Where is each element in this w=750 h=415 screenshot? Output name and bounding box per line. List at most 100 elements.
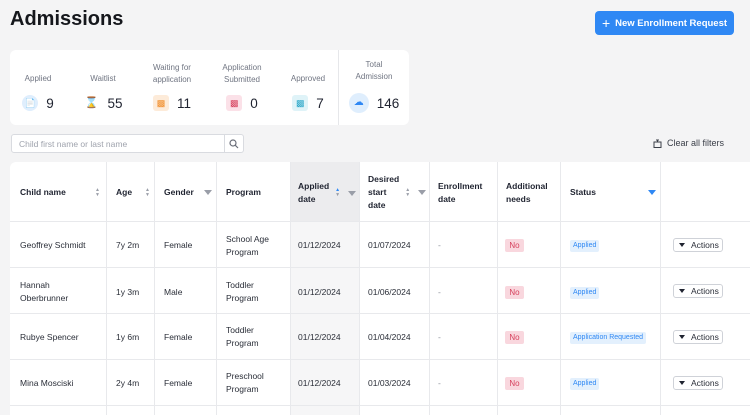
search-button[interactable] [225,134,244,153]
chevron-down-icon [679,243,685,247]
actions-button[interactable]: Actions [673,238,723,252]
age: 7y 2m [116,240,140,250]
col-header-enrollment-date[interactable]: Enrollment date [438,180,494,206]
col-header-label: Enrollment date [438,181,483,204]
col-header-label: Status [570,187,596,197]
col-header-label: Desired start date [368,174,400,210]
applied-date: 01/12/2024 [298,332,341,342]
sort-icon[interactable]: ▲ ▼ [405,186,411,198]
desired-start-date: 01/04/2024 [368,332,411,342]
actions-button[interactable]: Actions [673,376,723,390]
document-submitted-icon: ▩ [226,95,243,111]
gender: Female [164,240,193,250]
actions-label: Actions [691,332,719,342]
column-divider [660,162,661,415]
age: 1y 6m [116,332,140,342]
col-header-additional-needs[interactable]: Additional needs [506,180,550,206]
actions-button[interactable]: Actions [673,284,723,298]
stat-label: Waitlist [90,74,116,83]
stats-panel: Applied 📄 9 Waitlist ⌛ 55 Waiting for ap… [10,50,409,125]
actions-label: Actions [691,240,719,250]
child-name[interactable]: Mina Mosciski [20,378,74,388]
sort-icon[interactable]: ▲ ▼ [335,187,341,198]
col-header-program[interactable]: Program [226,186,286,199]
page-title: Admissions [10,8,124,30]
chevron-down-icon [679,335,685,339]
clear-filter-icon [653,139,662,148]
col-header-label: Applied date [298,181,330,204]
filter-icon[interactable] [648,190,656,195]
stat-label: Applied [24,74,52,83]
stat-waitlist[interactable]: Waitlist ⌛ 55 [66,50,140,125]
clear-all-filters-button[interactable]: Clear all filters [653,138,724,148]
stat-value: 55 [107,95,123,111]
column-divider [216,162,217,415]
actions-button[interactable]: Actions [673,330,723,344]
search-input[interactable]: Child first name or last name [11,134,225,153]
status-badge: Application Requested [570,332,647,344]
enrollment-date: - [438,240,441,250]
filter-icon[interactable] [418,190,427,195]
column-divider [290,162,291,415]
row-divider [10,405,750,406]
sort-icon[interactable]: ▲ ▼ [145,186,150,198]
program: Toddler Program [226,280,259,303]
status-badge: Applied [570,240,600,252]
col-header-label: Age [116,187,133,197]
col-header-desired-start-date[interactable]: Desired start date ▲ ▼ [368,173,427,212]
clear-all-filters-label: Clear all filters [667,138,725,148]
status-badge: Applied [570,287,600,299]
child-name[interactable]: Hannah Oberbrunner [20,280,69,303]
new-enrollment-request-button[interactable]: + New Enrollment Request [595,11,734,35]
plus-icon: + [601,14,611,31]
column-divider [429,162,430,415]
sort-icon[interactable]: ▲ ▼ [95,186,100,198]
col-header-label: Child name [20,187,66,197]
gender: Female [164,332,193,342]
additional-needs-badge: No [505,239,524,252]
column-divider [106,162,107,415]
col-header-label: Additional needs [506,181,548,204]
stat-label: Approved [290,74,326,83]
program: Preschool Program [226,371,264,394]
child-name[interactable]: Rubye Spencer [20,332,79,342]
enrollment-date: - [438,332,441,342]
child-name[interactable]: Geoffrey Schmidt [20,240,86,250]
actions-label: Actions [691,286,719,296]
enrollment-date: - [438,378,441,388]
additional-needs-badge: No [505,331,524,344]
filter-icon[interactable] [204,190,212,195]
stat-value: 146 [376,95,400,111]
stat-value: 9 [46,95,54,111]
stat-total-admission[interactable]: Total Admission ☁ 146 [339,50,409,125]
stats-divider [338,50,339,125]
col-header-gender[interactable]: Gender [164,186,212,199]
stat-value: 7 [316,95,324,111]
column-divider [154,162,155,415]
stat-approved[interactable]: Approved ▩ 7 [280,50,336,125]
column-divider [359,162,360,415]
stat-applied[interactable]: Applied 📄 9 [10,50,66,125]
col-header-age[interactable]: Age ▲ ▼ [116,186,150,199]
stat-value: 11 [176,95,191,111]
row-divider [10,221,750,222]
col-header-applied-date[interactable]: Applied date ▲ ▼ [298,180,357,206]
additional-needs-badge: No [505,286,524,299]
age: 2y 4m [116,378,140,388]
document-approved-icon: ▩ [292,95,309,111]
desired-start-date: 01/07/2024 [368,240,411,250]
stat-waiting-for-application[interactable]: Waiting for application ▩ 11 [140,50,204,125]
enrollment-date: - [438,287,441,297]
desired-start-date: 01/06/2024 [368,287,411,297]
stat-application-submitted[interactable]: Application Submitted ▩ 0 [210,50,274,125]
gender: Female [164,378,193,388]
cloud-icon: ☁ [348,93,369,113]
col-header-status[interactable]: Status [570,186,656,199]
status-badge: Applied [570,378,600,390]
applied-date: 01/12/2024 [298,378,341,388]
col-header-child-name[interactable]: Child name ▲ ▼ [20,186,100,199]
age: 1y 3m [116,287,140,297]
program: Toddler Program [226,325,259,348]
filter-icon[interactable] [348,190,357,196]
chevron-down-icon [679,289,685,293]
